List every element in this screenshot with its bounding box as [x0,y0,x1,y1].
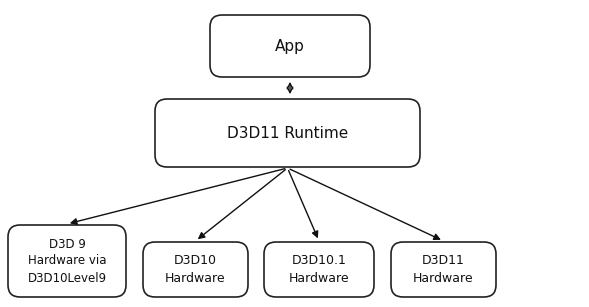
Text: D3D11
Hardware: D3D11 Hardware [413,255,474,285]
Text: D3D 9
Hardware via
D3D10Level9: D3D 9 Hardware via D3D10Level9 [28,238,107,285]
Text: D3D10.1
Hardware: D3D10.1 Hardware [289,255,349,285]
FancyBboxPatch shape [210,15,370,77]
Text: App: App [275,38,305,53]
FancyBboxPatch shape [264,242,374,297]
Text: D3D10
Hardware: D3D10 Hardware [165,255,226,285]
FancyBboxPatch shape [143,242,248,297]
Text: D3D11 Runtime: D3D11 Runtime [227,126,348,141]
FancyBboxPatch shape [155,99,420,167]
FancyBboxPatch shape [8,225,126,297]
FancyBboxPatch shape [391,242,496,297]
